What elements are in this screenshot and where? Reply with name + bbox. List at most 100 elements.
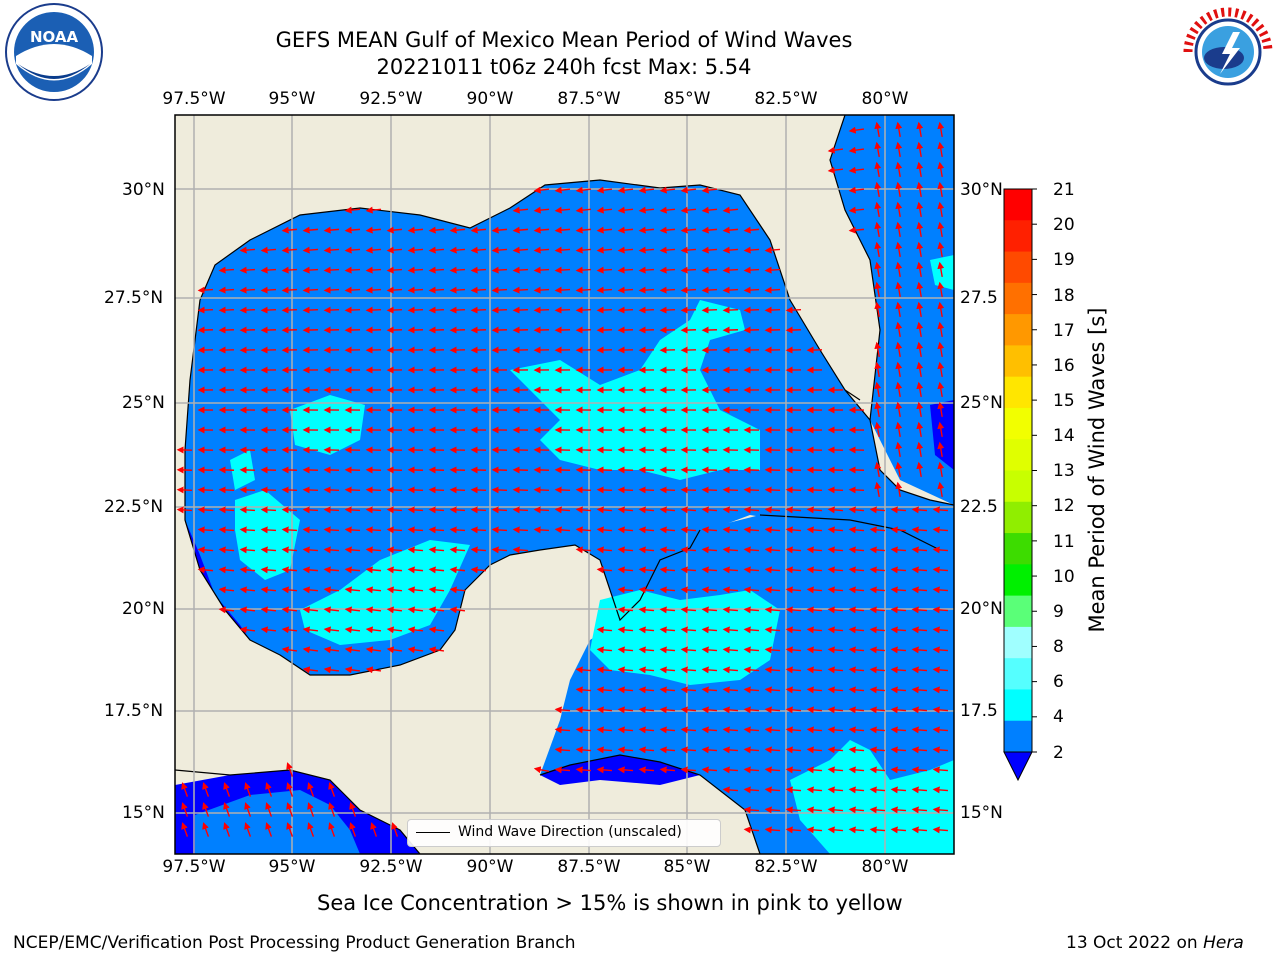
wind-wave-arrow [575, 686, 592, 694]
wind-wave-arrow [932, 746, 949, 754]
wind-wave-arrow [428, 546, 445, 554]
wind-wave-arrow [344, 206, 361, 214]
wind-wave-arrow [848, 786, 865, 794]
wind-wave-arrow [286, 782, 294, 797]
wind-wave-arrow [533, 246, 550, 254]
wind-wave-arrow [848, 146, 865, 154]
wind-wave-arrow [491, 246, 508, 254]
wind-wave-arrow [680, 686, 697, 694]
wind-wave-arrow [848, 166, 865, 174]
wind-wave-arrow [806, 786, 823, 794]
wind-wave-arrow [827, 746, 844, 754]
wind-wave-arrow [869, 626, 886, 634]
colorbar-title: Mean Period of Wind Waves [s] [1085, 307, 1109, 633]
wind-wave-arrow [890, 826, 907, 834]
wind-wave-arrow [218, 466, 235, 474]
wind-wave-arrow [554, 206, 571, 214]
wind-wave-arrow [827, 546, 844, 554]
wind-wave-arrow [554, 266, 571, 274]
wind-wave-arrow [617, 706, 634, 714]
wind-wave-arrow [911, 686, 928, 694]
wind-wave-arrow [701, 546, 718, 554]
wind-wave-arrow [722, 286, 739, 294]
colorbar-segment [1004, 689, 1032, 722]
wind-wave-arrow [701, 746, 718, 754]
wind-wave-arrow [806, 586, 823, 594]
wind-wave-arrow [512, 526, 529, 534]
wind-wave-arrow [743, 226, 760, 234]
wind-wave-arrow [281, 286, 298, 294]
wind-wave-arrow [743, 246, 760, 254]
wind-wave-arrow [386, 246, 403, 254]
wind-wave-arrow [890, 606, 907, 614]
colorbar-segment [1004, 314, 1032, 346]
wind-wave-arrow [344, 266, 361, 274]
wind-wave-arrow [680, 566, 697, 574]
wind-wave-arrow [596, 546, 613, 554]
wind-wave-arrow [806, 506, 823, 514]
wind-wave-arrow [638, 506, 655, 514]
wind-wave-arrow [701, 466, 718, 474]
wind-wave-arrow [617, 226, 634, 234]
wind-wave-arrow [890, 646, 907, 654]
wind-wave-arrow [937, 181, 945, 198]
wind-wave-arrow [785, 626, 802, 634]
legend-line-swatch [416, 832, 450, 833]
wind-wave-arrow [701, 706, 718, 714]
wind-wave-arrow [743, 506, 760, 514]
wind-wave-arrow [181, 782, 189, 797]
wind-wave-arrow [365, 586, 382, 594]
wind-wave-arrow [176, 506, 193, 514]
wind-wave-arrow [701, 586, 718, 594]
colorbar-segment [1004, 720, 1032, 753]
colorbar-tick-15: 15 [1053, 391, 1075, 411]
wind-wave-arrow [470, 546, 487, 554]
wind-wave-arrow [407, 586, 424, 594]
wind-wave-arrow [785, 806, 802, 814]
wind-wave-arrow [701, 306, 718, 314]
wind-wave-arrow [895, 201, 903, 218]
lon-label-bottom-90: 90°W [466, 857, 514, 877]
wind-wave-arrow [218, 526, 235, 534]
colorbar-segment [1004, 439, 1032, 471]
wind-wave-arrow [895, 441, 903, 458]
wind-wave-arrow [181, 822, 189, 837]
wind-wave-arrow [890, 786, 907, 794]
wind-wave-arrow [596, 486, 613, 494]
wind-wave-arrow [722, 686, 739, 694]
wind-wave-arrow [764, 606, 781, 614]
wind-wave-arrow [701, 686, 718, 694]
wind-wave-arrow [916, 201, 924, 218]
wind-wave-arrow [680, 466, 697, 474]
wind-wave-arrow [428, 586, 445, 594]
wind-wave-arrow [617, 326, 634, 334]
wind-wave-arrow [596, 666, 613, 674]
wind-wave-arrow [491, 506, 508, 514]
wind-wave-arrow [764, 746, 781, 754]
wind-wave-arrow [596, 326, 613, 334]
wind-wave-arrow [239, 466, 256, 474]
wind-wave-arrow [827, 666, 844, 674]
wind-wave-arrow [197, 306, 214, 314]
wind-wave-arrow [806, 486, 823, 494]
wind-wave-arrow [659, 586, 676, 594]
lat-label-right-27-5: 27.5 [960, 288, 998, 308]
wind-wave-arrow [596, 626, 613, 634]
wind-wave-arrow [407, 626, 424, 634]
wind-wave-arrow [323, 246, 340, 254]
wind-wave-arrow [680, 226, 697, 234]
wind-wave-arrow [391, 822, 399, 837]
wind-wave-arrow [680, 546, 697, 554]
wind-wave-arrow [701, 646, 718, 654]
wind-wave-arrow [680, 266, 697, 274]
wind-wave-arrow [554, 226, 571, 234]
wind-wave-arrow [302, 486, 319, 494]
wind-wave-arrow [890, 566, 907, 574]
wind-wave-arrow [722, 246, 739, 254]
lon-label-top-90: 90°W [466, 89, 514, 109]
wind-wave-arrow [869, 546, 886, 554]
colorbar-segment [1004, 376, 1032, 409]
wind-wave-arrow [743, 526, 760, 534]
wind-wave-arrow [554, 286, 571, 294]
wind-wave-arrow [916, 241, 924, 258]
